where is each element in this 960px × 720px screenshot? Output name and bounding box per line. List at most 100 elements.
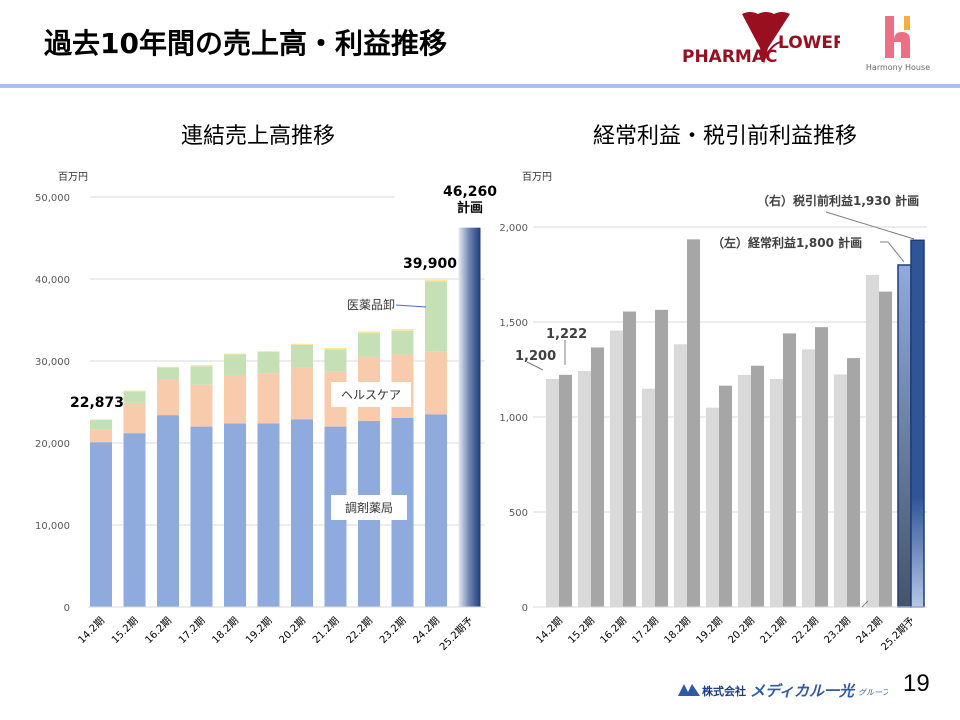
label-box (331, 382, 411, 407)
bar-segment (257, 373, 280, 424)
y-tick-label: 30,000 (35, 357, 70, 368)
bar-segment (224, 374, 246, 424)
y-tick-label: 1,500 (499, 318, 528, 329)
bar-segment (257, 423, 280, 607)
y-axis-unit: 百万円 (522, 171, 552, 183)
leader-line (395, 304, 427, 308)
y-tick-label: 0 (522, 603, 528, 614)
bar-segment (123, 402, 146, 434)
series-label: 調剤薬局 (345, 500, 393, 515)
bar-segment (391, 329, 414, 331)
medical-ikkou-logo: 株式会社 メディカル一光 グループ (678, 682, 888, 700)
bar-segment (291, 419, 313, 607)
leader-line (880, 241, 905, 263)
bar-segment (190, 365, 213, 367)
x-tick-label: 25.2期予 (437, 615, 475, 653)
bar-segment (425, 281, 447, 352)
bar-segment (123, 390, 146, 392)
x-tick-label: 18.2期 (210, 615, 241, 646)
x-tick-label: 22.2期 (344, 615, 375, 646)
bar-segment (458, 227, 481, 607)
bar (546, 379, 559, 607)
bar (719, 385, 732, 607)
bar-segment (90, 429, 112, 443)
bar-segment (157, 379, 179, 416)
label-box (331, 495, 407, 520)
svg-text:PHARMAC: PHARMAC (682, 47, 777, 67)
bar (783, 333, 796, 607)
x-tick-label: 24.2期 (854, 615, 885, 646)
x-tick-label: 20.2期 (277, 615, 308, 646)
x-tick-label: 22.2期 (790, 615, 821, 646)
bar-segment (90, 442, 112, 607)
x-tick-label: 16.2期 (598, 615, 629, 646)
bar-segment (224, 423, 246, 607)
harmony-house-logo: Harmony House (866, 16, 930, 72)
bar (738, 374, 751, 607)
bar (578, 371, 591, 607)
x-tick-label: 23.2期 (377, 615, 408, 646)
data-label: 計画 (457, 200, 483, 216)
series-label: ヘルスケア (341, 388, 401, 402)
y-tick-label: 2,000 (499, 223, 528, 234)
bar-segment (425, 351, 447, 415)
bar-segment (425, 414, 447, 607)
bar-segment (123, 391, 146, 403)
data-label: 1,200 (515, 349, 556, 364)
bar-segment (324, 347, 347, 350)
bar (687, 239, 700, 607)
page-number: 19 (903, 670, 930, 697)
y-tick-label: 50,000 (35, 193, 70, 204)
bar (591, 347, 604, 607)
bar-segment (291, 343, 313, 346)
bar-segment (90, 420, 112, 430)
bar (910, 239, 925, 608)
y-tick-label: 500 (509, 508, 528, 519)
bar (559, 374, 572, 607)
bar-segment (157, 367, 179, 380)
header-divider (0, 84, 960, 88)
data-label: 39,900 (403, 256, 457, 272)
bar-segment (224, 354, 246, 375)
x-tick-label: 15.2期 (109, 615, 140, 646)
bar (751, 365, 764, 607)
page-title: 過去10年間の売上高・利益推移 (44, 27, 447, 60)
x-tick-label: 15.2期 (566, 615, 597, 646)
svg-text:LOWER: LOWER (778, 33, 840, 53)
x-tick-label: 16.2期 (143, 615, 174, 646)
bar-segment (123, 433, 146, 607)
bar (866, 274, 879, 607)
data-label: 22,873 (70, 395, 124, 411)
bar (847, 358, 860, 607)
svg-text:株式会社: 株式会社 (702, 684, 746, 698)
x-tick-label: 21.2期 (758, 615, 789, 646)
svg-text:メディカル一光: メディカル一光 (750, 682, 856, 700)
leader-line (861, 600, 869, 608)
data-label: 1,222 (546, 327, 587, 342)
bar-segment (391, 330, 414, 355)
bar (674, 344, 687, 607)
bar-segment (291, 345, 313, 368)
x-tick-label: 24.2期 (411, 615, 442, 646)
x-tick-label: 21.2期 (310, 615, 341, 646)
x-tick-label: 14.2期 (76, 615, 107, 646)
leader-line (526, 361, 544, 371)
x-tick-label: 19.2期 (243, 615, 274, 646)
bar (879, 291, 892, 607)
bar-segment (157, 366, 179, 368)
bar (610, 330, 623, 607)
bar (815, 327, 828, 607)
x-tick-label: 25.2期予 (879, 615, 917, 653)
series-label: 医薬品卸 (347, 297, 395, 312)
bar (623, 311, 636, 607)
bar-segment (324, 349, 347, 372)
bar (897, 264, 912, 608)
bar-segment (157, 415, 179, 607)
bar (770, 379, 783, 607)
data-label: 46,260 (443, 184, 497, 200)
bar (642, 388, 655, 607)
x-tick-label: 17.2期 (630, 615, 661, 646)
leader-line (825, 211, 915, 240)
bar-segment (190, 384, 213, 427)
